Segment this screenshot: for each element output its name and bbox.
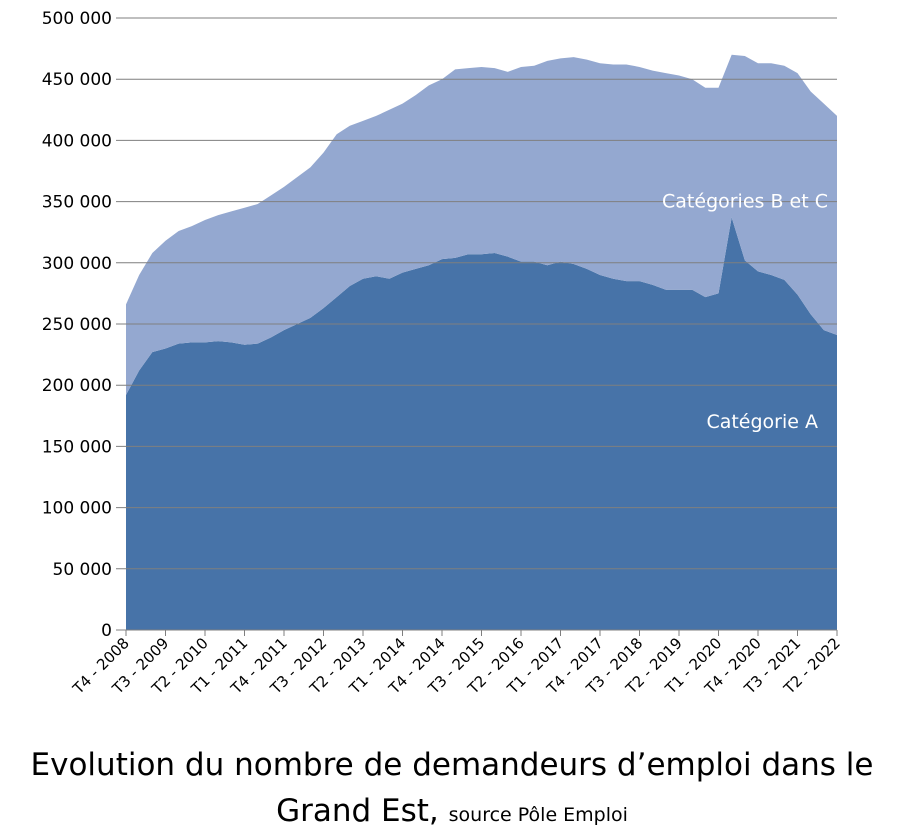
chart-title: Evolution du nombre de demandeurs d’empl… [30, 747, 874, 829]
chart-subtitle: source Pôle Emploi [448, 804, 628, 826]
y-tick-label: 100 000 [42, 499, 112, 519]
y-tick-label: 0 [101, 621, 112, 641]
area [126, 54, 837, 395]
y-tick-label: 450 000 [42, 70, 112, 90]
y-tick-label: 200 000 [42, 376, 112, 396]
y-tick-label: 350 000 [42, 193, 112, 213]
annotation: Catégorie A [706, 411, 818, 433]
annotation: Catégories B et C [662, 191, 828, 213]
chart: 0 50 000 100 000 150 000 200 000 250 000 300 0… [42, 9, 844, 698]
y-tick-label: 400 000 [42, 131, 112, 151]
y-tick-label: 300 000 [42, 254, 112, 274]
area [126, 217, 837, 630]
y-tick-label: 250 000 [42, 315, 112, 335]
y-tick-label: 500 000 [42, 9, 112, 29]
y-tick-label: 50 000 [53, 560, 112, 580]
y-tick-label: 150 000 [42, 437, 112, 457]
caption: Evolution du nombre de demandeurs d’empl… [0, 742, 904, 838]
